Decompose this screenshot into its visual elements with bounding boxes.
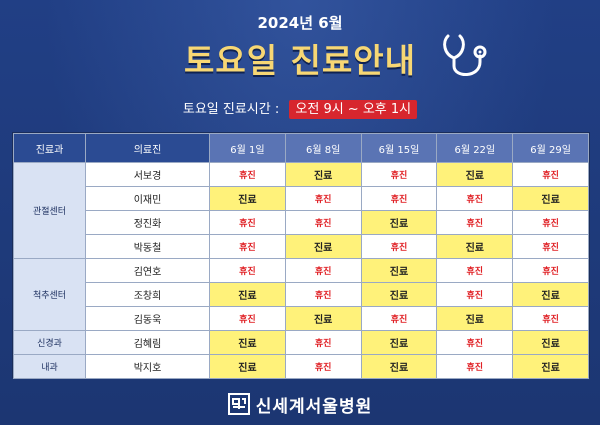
table-row: 김동욱 휴진 진료 휴진 진료 휴진 <box>14 306 589 331</box>
status-closed-cell: 휴진 <box>512 162 589 187</box>
status-closed-cell: 휴진 <box>360 306 438 331</box>
hours-value-badge: 오전 9시 ~ 오후 1시 <box>289 100 418 119</box>
status-closed-cell: 휴진 <box>512 306 589 331</box>
status-open-cell: 진료 <box>360 258 438 283</box>
column-header-date: 6월 1일 <box>209 133 286 163</box>
table-row: 척추센터 김연호 휴진 휴진 진료 휴진 휴진 <box>13 258 589 331</box>
table-row: 관절센터 서보경 휴진 진료 휴진 진료 휴진 <box>13 162 589 259</box>
department-cell: 관절센터 <box>13 162 86 259</box>
doctor-name-cell: 박동철 <box>85 234 210 259</box>
footer: 신세계서울병원 <box>0 384 600 424</box>
status-closed-cell: 휴진 <box>209 258 286 283</box>
status-open-cell: 진료 <box>360 282 438 307</box>
saturday-hours: 토요일 진료시간 : 오전 9시 ~ 오후 1시 <box>0 98 600 119</box>
status-open-cell: 진료 <box>209 282 286 307</box>
stethoscope-icon <box>443 34 487 76</box>
status-closed-cell: 휴진 <box>436 354 514 379</box>
department-cell: 내과 <box>13 354 86 379</box>
hours-label: 토요일 진료시간 : <box>182 102 280 117</box>
year-month-heading: 2024년 6월 <box>257 14 343 32</box>
doctor-name-cell: 김연호 <box>85 258 210 283</box>
status-closed-cell: 휴진 <box>284 210 362 235</box>
doctor-name-cell: 김혜림 <box>85 330 210 355</box>
status-closed-cell: 휴진 <box>209 162 286 187</box>
doctor-name-cell: 이재민 <box>85 186 210 211</box>
status-open-cell: 진료 <box>284 234 362 259</box>
doctor-name-cell: 김동욱 <box>85 306 210 331</box>
department-cell: 신경과 <box>13 330 86 355</box>
status-closed-cell: 휴진 <box>436 258 514 283</box>
doctor-name-cell: 박지호 <box>85 354 210 379</box>
status-open-cell: 진료 <box>209 354 286 379</box>
status-open-cell: 진료 <box>209 330 286 355</box>
table-row: 신경과 김혜림 진료 휴진 진료 휴진 진료 <box>13 330 589 355</box>
doctor-name-cell: 정진화 <box>85 210 210 235</box>
status-open-cell: 진료 <box>512 282 589 307</box>
status-open-cell: 진료 <box>284 162 362 187</box>
status-open-cell: 진료 <box>436 234 514 259</box>
department-cell: 척추센터 <box>13 258 86 331</box>
status-open-cell: 진료 <box>360 354 438 379</box>
status-open-cell: 진료 <box>512 330 589 355</box>
status-open-cell: 진료 <box>284 306 362 331</box>
status-closed-cell: 휴진 <box>436 282 514 307</box>
status-open-cell: 진료 <box>512 186 589 211</box>
status-closed-cell: 휴진 <box>284 282 362 307</box>
header: 2024년 6월 토요일 진료안내 토요일 진료시간 : 오전 9시 ~ 오후 … <box>0 0 600 130</box>
status-closed-cell: 휴진 <box>436 210 514 235</box>
column-header-date: 6월 29일 <box>512 133 589 163</box>
status-closed-cell: 휴진 <box>360 234 438 259</box>
status-closed-cell: 휴진 <box>284 354 362 379</box>
schedule-table-container: 진료과 의료진 6월 1일 6월 8일 6월 15일 6월 22일 6월 29일 관절센터 서… <box>12 132 590 379</box>
status-closed-cell: 휴진 <box>284 258 362 283</box>
table-row: 정진화 휴진 휴진 진료 휴진 휴진 <box>14 210 589 235</box>
status-open-cell: 진료 <box>436 306 514 331</box>
hospital-logo-icon <box>227 393 250 415</box>
status-closed-cell: 휴진 <box>209 210 286 235</box>
doctor-name-cell: 서보경 <box>85 162 210 187</box>
page-title: 토요일 진료안내 <box>183 41 416 80</box>
status-open-cell: 진료 <box>436 162 514 187</box>
status-closed-cell: 휴진 <box>209 234 286 259</box>
column-header-date: 6월 15일 <box>360 133 438 163</box>
table-row: 박동철 휴진 진료 휴진 진료 휴진 <box>14 234 589 259</box>
column-header-doctor: 의료진 <box>85 133 210 163</box>
status-open-cell: 진료 <box>512 354 589 379</box>
status-closed-cell: 휴진 <box>284 330 362 355</box>
column-header-department: 진료과 <box>13 133 86 163</box>
table-header-row: 진료과 의료진 6월 1일 6월 8일 6월 15일 6월 22일 6월 29일 <box>13 133 589 163</box>
status-open-cell: 진료 <box>360 330 438 355</box>
status-open-cell: 진료 <box>209 186 286 211</box>
table-body: 관절센터 서보경 휴진 진료 휴진 진료 휴진 이재민 진료 휴진 휴진 휴진 진료 정진화 휴진 휴진 진료 휴… <box>13 162 589 379</box>
column-header-date: 6월 22일 <box>436 133 514 163</box>
doctor-name-cell: 조창희 <box>85 282 210 307</box>
table-row: 조창희 진료 휴진 진료 휴진 진료 <box>14 282 589 307</box>
hospital-name: 신세계서울병원 <box>255 396 373 417</box>
status-closed-cell: 휴진 <box>360 162 438 187</box>
status-closed-cell: 휴진 <box>512 234 589 259</box>
column-header-date: 6월 8일 <box>284 133 362 163</box>
table-row: 내과 박지호 진료 휴진 진료 휴진 진료 <box>13 354 589 379</box>
status-closed-cell: 휴진 <box>512 258 589 283</box>
schedule-table: 진료과 의료진 6월 1일 6월 8일 6월 15일 6월 22일 6월 29일 관절센터 서… <box>13 133 589 379</box>
table-row: 이재민 진료 휴진 휴진 휴진 진료 <box>14 186 589 211</box>
status-open-cell: 진료 <box>360 210 438 235</box>
status-closed-cell: 휴진 <box>209 306 286 331</box>
status-closed-cell: 휴진 <box>436 186 514 211</box>
status-closed-cell: 휴진 <box>360 186 438 211</box>
status-closed-cell: 휴진 <box>512 210 589 235</box>
status-closed-cell: 휴진 <box>436 330 514 355</box>
status-closed-cell: 휴진 <box>284 186 362 211</box>
